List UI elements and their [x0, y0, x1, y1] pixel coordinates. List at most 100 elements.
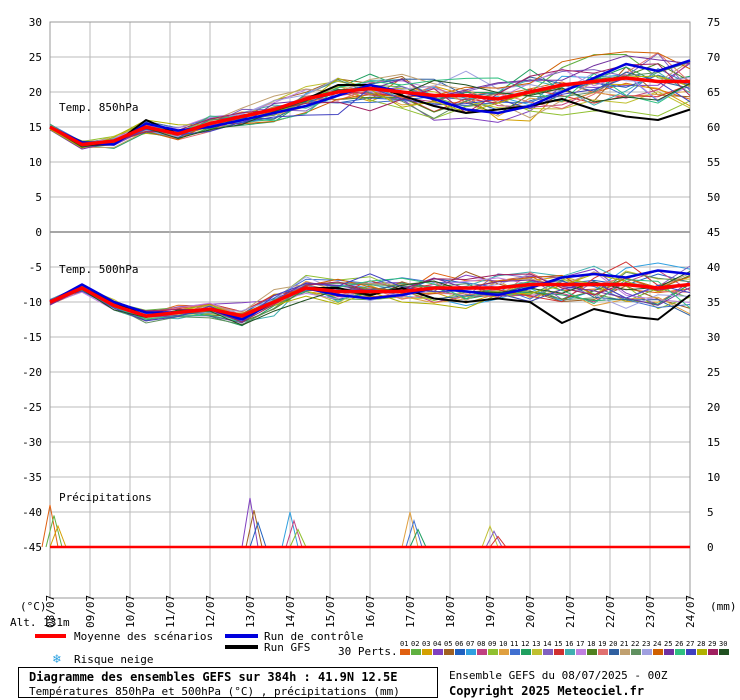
left-tick-label: -45	[22, 541, 42, 554]
precip-line	[285, 519, 303, 548]
pert-number: 09	[488, 640, 496, 648]
pert-number: 10	[499, 640, 507, 648]
pert-number: 20	[609, 640, 617, 648]
pert-swatch	[697, 649, 707, 655]
precip-line	[289, 528, 307, 548]
pert-line-500	[49, 277, 691, 323]
left-tick-label: -10	[22, 296, 42, 309]
right-tick-label: 35	[707, 296, 720, 309]
left-tick-label: -35	[22, 471, 42, 484]
pert-number: 03	[422, 640, 430, 648]
pert-number: 05	[444, 640, 452, 648]
pert-swatch	[521, 649, 531, 655]
run-info: Ensemble GEFS du 08/07/2025 - 00Z	[449, 669, 668, 682]
copyright: Copyright 2025 Meteociel.fr	[449, 684, 645, 698]
legend-snow-label: Risque neige	[74, 653, 153, 666]
precip-line	[405, 519, 423, 548]
pert-swatch	[466, 649, 476, 655]
pert-swatch	[609, 649, 619, 655]
pert-number: 26	[675, 640, 683, 648]
left-tick-label: -40	[22, 506, 42, 519]
pert-number: 29	[708, 640, 716, 648]
pert-swatch	[532, 649, 542, 655]
pert-swatch	[554, 649, 564, 655]
date-tick-label: 09/07	[84, 595, 97, 628]
pert-line-500	[49, 271, 691, 319]
pert-swatch	[499, 649, 509, 655]
mean-line-850	[49, 76, 690, 147]
pert-swatch	[477, 649, 487, 655]
precip-line	[245, 510, 263, 548]
pert-swatch	[411, 649, 421, 655]
pert-number: 19	[598, 640, 606, 648]
right-tick-label: 50	[707, 191, 720, 204]
pert-number: 02	[411, 640, 419, 648]
pert-number: 08	[477, 640, 485, 648]
right-tick-label: 60	[707, 121, 720, 134]
main-lines	[49, 59, 691, 549]
pert-number: 14	[543, 640, 551, 648]
right-tick-label: 70	[707, 51, 720, 64]
right-tick-label: 20	[707, 401, 720, 414]
legend-swatches	[35, 634, 258, 649]
precip-line	[485, 530, 503, 548]
label-t500: Temp. 500hPa	[59, 263, 138, 276]
pert-number: 17	[576, 640, 584, 648]
date-tick-label: 17/07	[404, 595, 417, 628]
pert-number: 30	[719, 640, 727, 648]
date-tick-label: 21/07	[564, 595, 577, 628]
date-tick-label: 19/07	[484, 595, 497, 628]
pert-swatch	[664, 649, 674, 655]
date-tick-label: 24/07	[684, 595, 697, 628]
right-tick-label: 55	[707, 156, 720, 169]
pert-number: 06	[455, 640, 463, 648]
pert-swatch	[422, 649, 432, 655]
pert-swatch	[708, 649, 718, 655]
right-tick-label: 40	[707, 261, 720, 274]
right-tick-label: 65	[707, 86, 720, 99]
pert-number: 01	[400, 640, 408, 648]
right-tick-label: 75	[707, 16, 720, 29]
perts-label: 30 Perts.	[338, 645, 398, 658]
label-precip: Précipitations	[59, 491, 152, 504]
pert-number: 25	[664, 640, 672, 648]
pert-number: 23	[642, 640, 650, 648]
date-tick-label: 08/07	[44, 595, 57, 628]
legend-gfs-label: Run GFS	[264, 641, 310, 654]
date-tick-label: 16/07	[364, 595, 377, 628]
legend-control-label: Run de contrôle	[264, 630, 363, 643]
pert-swatch	[488, 649, 498, 655]
left-tick-label: -25	[22, 401, 42, 414]
right-tick-label: 10	[707, 471, 720, 484]
pert-number: 13	[532, 640, 540, 648]
left-tick-label: 15	[29, 121, 42, 134]
pert-swatch	[400, 649, 410, 655]
date-tick-label: 20/07	[524, 595, 537, 628]
pert-swatch	[631, 649, 641, 655]
pert-swatch	[543, 649, 553, 655]
plot-frame	[49, 21, 691, 599]
pert-swatch	[565, 649, 575, 655]
pert-number: 16	[565, 640, 573, 648]
pert-swatch	[433, 649, 443, 655]
left-tick-label: -15	[22, 331, 42, 344]
snowflake-icon: ❄	[52, 652, 61, 667]
label-t850: Temp. 850hPa	[59, 101, 138, 114]
right-tick-label: 25	[707, 366, 720, 379]
pert-swatch	[642, 649, 652, 655]
pert-swatch	[675, 649, 685, 655]
chart-axes: 302520151050-5-10-15-20-25-30-35-40-4575…	[22, 16, 720, 628]
left-tick-label: 30	[29, 16, 42, 29]
pert-line-850	[49, 70, 691, 146]
pert-line-850	[49, 51, 691, 148]
precip-line	[45, 515, 63, 548]
pert-swatch	[686, 649, 696, 655]
precip-line	[489, 535, 507, 548]
control-line-500	[49, 269, 691, 321]
left-tick-label: -5	[29, 261, 42, 274]
pert-number: 27	[686, 640, 694, 648]
left-tick-label: 5	[35, 191, 42, 204]
chart-subtitle: Températures 850hPa et 500hPa (°C) , pré…	[29, 685, 400, 698]
pert-number: 24	[653, 640, 661, 648]
precip-line	[249, 520, 267, 548]
